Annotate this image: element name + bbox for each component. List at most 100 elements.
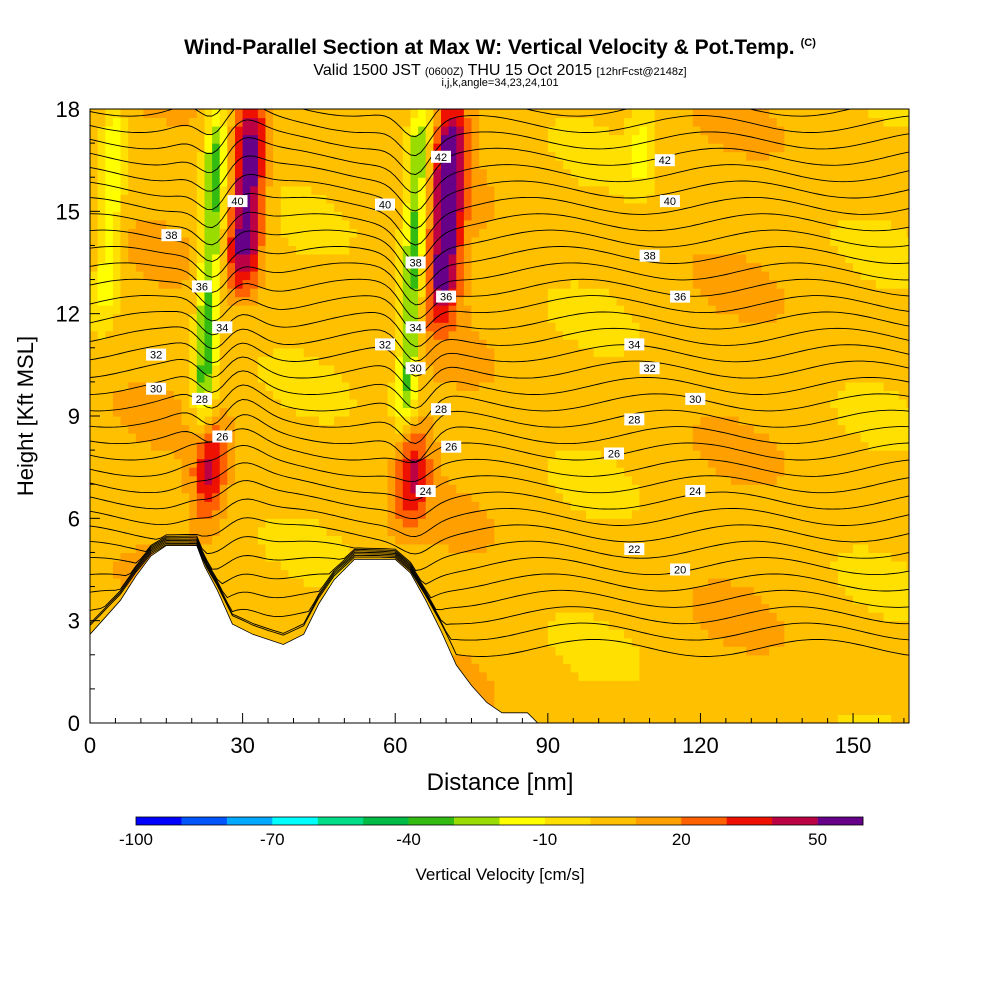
field-cell [448,612,457,622]
field-cell [143,262,152,272]
field-cell [181,407,190,417]
field-cell [318,202,328,212]
field-cell [288,620,297,630]
field-cell [128,322,137,332]
field-cell [517,202,526,212]
field-cell [555,219,564,229]
field-cell [288,416,297,426]
field-cell [318,543,328,553]
field-cell [166,364,175,374]
field-cell [402,194,411,204]
field-cell [349,262,358,272]
field-cell [509,603,518,613]
field-cell [166,109,175,119]
field-cell [494,688,503,698]
field-cell [593,194,602,204]
field-cell [97,330,106,340]
field-cell [212,305,221,315]
field-cell [540,322,549,332]
field-cell [326,279,335,289]
field-cell [189,168,198,178]
field-cell [311,245,320,255]
field-cell [601,526,610,536]
field-cell [524,330,534,340]
field-cell [341,313,350,323]
field-cell [532,185,541,195]
field-cell [158,254,167,264]
field-cell [166,313,175,323]
field-cell [586,347,595,357]
field-cell [563,117,572,127]
field-cell [547,271,556,281]
field-cell [326,339,335,349]
field-cell [601,697,610,707]
field-cell [311,134,320,144]
field-cell [570,254,579,264]
field-cell [433,279,442,289]
field-cell [502,313,511,323]
field-cell [563,654,572,664]
field-cell [479,586,488,596]
field-cell [303,518,312,528]
field-cell [90,424,99,434]
field-cell [151,339,160,349]
field-cell [578,254,587,264]
field-cell [112,501,122,511]
field-cell [380,458,389,468]
field-cell [395,313,404,323]
field-cell [296,509,305,519]
field-cell [326,424,335,434]
field-cell [479,109,488,119]
field-cell [387,390,396,400]
field-cell [532,398,541,408]
field-cell [257,236,267,246]
field-cell [135,279,144,289]
field-cell [364,390,373,400]
field-cell [494,330,503,340]
field-cell [357,143,366,153]
field-cell [128,109,137,119]
field-cell [425,254,434,264]
field-cell [570,330,579,340]
field-cell [242,313,251,323]
field-cell [250,441,259,451]
field-cell [509,151,518,161]
field-cell [593,416,602,426]
field-cell [608,535,618,545]
field-cell [502,569,511,579]
field-cell [608,697,618,707]
field-cell [227,552,236,562]
field-cell [502,484,511,494]
field-cell [509,646,518,656]
field-cell [143,339,152,349]
field-cell [189,347,198,357]
field-cell [326,364,335,374]
field-cell [334,109,343,119]
field-cell [318,347,328,357]
field-cell [250,134,259,144]
field-cell [593,492,602,502]
field-cell [509,288,518,298]
field-cell [532,330,541,340]
field-cell [227,509,236,519]
field-cell [273,433,282,443]
field-cell [608,117,618,127]
field-cell [196,535,205,545]
field-cell [593,305,602,315]
field-cell [471,526,480,536]
field-cell [189,526,198,536]
field-cell [586,313,595,323]
field-cell [494,202,503,212]
field-cell [441,373,450,383]
field-cell [257,134,267,144]
field-cell [349,151,358,161]
field-cell [441,160,450,170]
field-cell [265,433,274,443]
field-cell [532,697,541,707]
field-cell [105,109,114,119]
field-cell [586,501,595,511]
field-cell [265,322,274,332]
field-cell [112,441,122,451]
field-cell [372,492,381,502]
field-cell [303,398,312,408]
